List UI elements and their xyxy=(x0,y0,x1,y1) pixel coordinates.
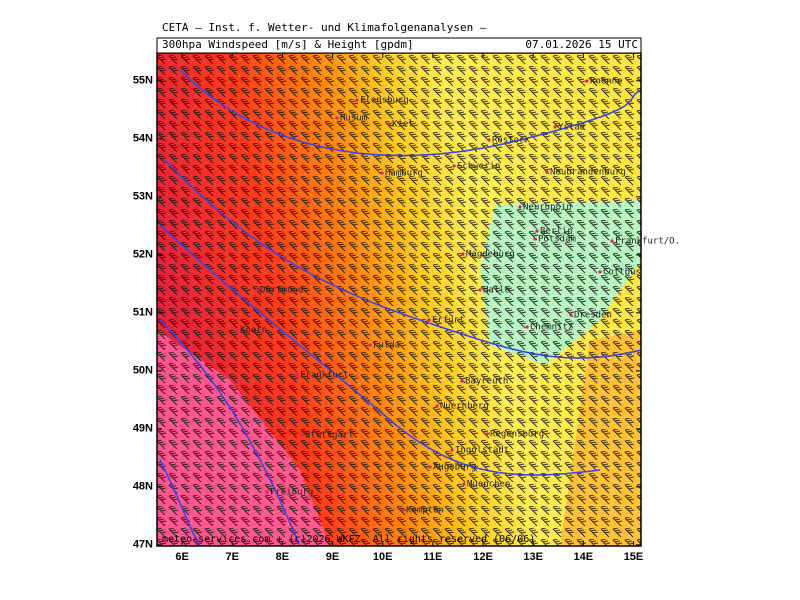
city-dot xyxy=(610,239,614,243)
valid-time: 07.01.2026 15 UTC xyxy=(525,38,638,51)
city-dot xyxy=(355,98,359,102)
city-label: Bayreuth xyxy=(465,377,508,387)
city-dot xyxy=(235,328,239,332)
city-label: Augsburg xyxy=(433,463,476,473)
title-box xyxy=(156,37,642,54)
city-dot xyxy=(380,171,384,175)
city-label: Neuruppin xyxy=(523,203,572,213)
city-label: Potsdam xyxy=(538,235,576,245)
city-label: Magdeburg xyxy=(466,250,515,260)
city-dot xyxy=(428,465,432,469)
city-dot xyxy=(485,432,489,436)
city-dot xyxy=(368,343,372,347)
y-tick-label: 51N xyxy=(133,307,153,319)
city-dot xyxy=(450,448,454,452)
city-dot xyxy=(535,229,539,233)
city-dot xyxy=(545,170,549,174)
y-tick-label: 55N xyxy=(133,75,153,87)
city-label: Ystad xyxy=(558,123,585,133)
y-tick-label: 50N xyxy=(133,365,153,377)
city-dot xyxy=(487,138,491,142)
city-label: Fulda xyxy=(373,341,400,351)
map-field xyxy=(157,53,641,546)
city-label: Hamburg xyxy=(385,169,423,179)
city-dot xyxy=(518,205,522,209)
city-label: Rostock xyxy=(492,136,531,146)
city-dot xyxy=(300,433,304,437)
x-tick-label: 11E xyxy=(423,551,442,563)
city-dot xyxy=(461,252,465,256)
city-dot xyxy=(387,122,391,126)
city-dot xyxy=(452,164,456,168)
x-tick-label: 15E xyxy=(624,551,644,563)
city-label: Frankfurt/O. xyxy=(615,237,680,247)
city-dot xyxy=(462,482,466,486)
city-label: Ingolstadt xyxy=(455,446,509,456)
city-label: Erfurt xyxy=(432,316,465,326)
city-dot xyxy=(598,270,602,274)
city-label: Chemnitz xyxy=(530,323,573,333)
city-label: Kempten xyxy=(406,506,444,516)
y-tick-label: 47N xyxy=(133,539,153,551)
city-label: Husum xyxy=(340,114,367,124)
x-tick-label: 13E xyxy=(523,551,543,563)
x-tick-label: 14E xyxy=(574,551,594,563)
city-label: Stuttgart xyxy=(305,431,354,441)
x-tick-label: 10E xyxy=(373,551,393,563)
x-tick-label: 7E xyxy=(225,551,238,563)
city-dot xyxy=(460,379,464,383)
city-dot xyxy=(478,288,482,292)
city-label: Schwerin xyxy=(457,162,500,172)
y-tick-label: 53N xyxy=(133,191,153,203)
city-dot xyxy=(525,325,529,329)
city-label: Dresden xyxy=(574,311,612,321)
x-tick-label: 8E xyxy=(276,551,289,563)
city-dot xyxy=(295,373,299,377)
copyright: meteo-services.com + (c)2026 WKFZ. All r… xyxy=(162,534,535,545)
y-tick-label: 48N xyxy=(133,481,153,493)
city-label: Koeln xyxy=(240,326,267,336)
city-dot xyxy=(401,508,405,512)
city-dot xyxy=(533,237,537,241)
city-dot xyxy=(255,288,259,292)
city-label: Regensburg xyxy=(490,430,544,440)
y-tick-label: 52N xyxy=(133,249,153,261)
x-tick-label: 6E xyxy=(175,551,188,563)
product-title: 300hpa Windspeed [m/s] & Height [gpdm] xyxy=(162,38,414,51)
city-label: Kiel xyxy=(392,120,414,130)
city-dot xyxy=(427,318,431,322)
city-label: Flensburg xyxy=(360,96,409,106)
x-tick-label: 9E xyxy=(326,551,339,563)
city-dot xyxy=(553,125,557,129)
header-line: CETA — Inst. f. Wetter- und Klimafolgena… xyxy=(162,21,487,34)
city-label: Muenchen xyxy=(467,480,510,490)
city-dot xyxy=(265,490,269,494)
city-label: Neubrandenburg xyxy=(550,168,626,178)
x-tick-label: 12E xyxy=(473,551,493,563)
city-dot xyxy=(435,404,439,408)
city-label: Nuernberg xyxy=(440,402,489,412)
city-dot xyxy=(585,79,589,83)
city-dot xyxy=(569,313,573,317)
city-label: Roenne xyxy=(590,77,623,87)
y-tick-label: 54N xyxy=(133,133,153,145)
city-label: Frankfurt xyxy=(300,371,349,381)
city-label: Cottbus xyxy=(603,268,641,278)
city-label: Berlin xyxy=(540,227,573,237)
city-dot xyxy=(335,116,339,120)
city-label: Halle xyxy=(483,286,510,296)
city-label: Freiburg xyxy=(270,488,313,498)
y-tick-label: 49N xyxy=(133,423,153,435)
city-label: Dortmund xyxy=(260,286,303,296)
